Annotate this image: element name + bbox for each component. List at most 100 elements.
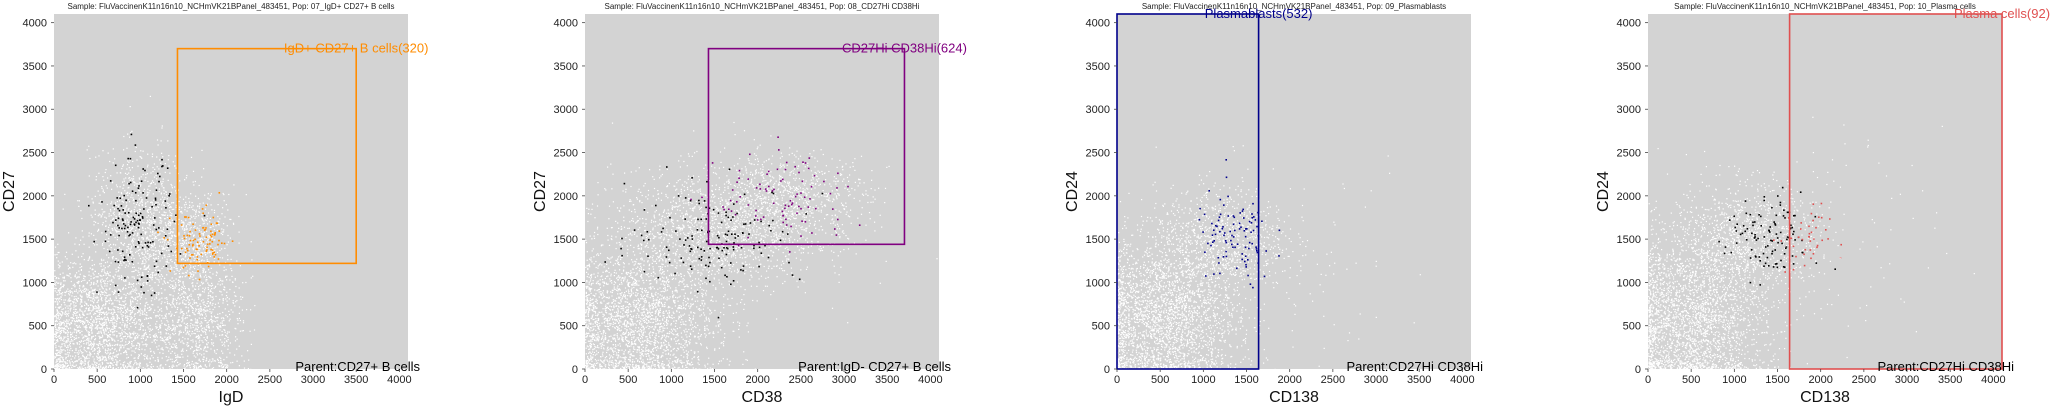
- data-point: [118, 349, 121, 351]
- data-point: [139, 295, 141, 297]
- data-point: [148, 227, 150, 229]
- data-point: [106, 203, 108, 206]
- data-point: [211, 358, 213, 360]
- data-point: [126, 348, 128, 350]
- data-point: [82, 279, 84, 282]
- data-point: [142, 257, 144, 259]
- data-point: [194, 322, 196, 324]
- data-point: [118, 278, 120, 280]
- data-point: [82, 289, 84, 292]
- data-point: [87, 296, 89, 298]
- data-point: [109, 234, 112, 236]
- data-point: [198, 247, 200, 249]
- data-point: [90, 367, 92, 369]
- data-point: [213, 251, 215, 254]
- data-point: [169, 259, 171, 261]
- data-point: [104, 211, 106, 213]
- data-point: [216, 246, 218, 248]
- data-point: [174, 273, 176, 275]
- data-point: [214, 233, 216, 235]
- data-point: [225, 335, 228, 337]
- data-point: [75, 299, 77, 301]
- data-point: [147, 367, 149, 369]
- data-point: [62, 358, 64, 360]
- data-point: [87, 334, 90, 336]
- data-point: [187, 301, 189, 303]
- data-point: [131, 350, 133, 352]
- data-point: [138, 342, 140, 344]
- data-point: [129, 320, 131, 322]
- data-point: [178, 324, 180, 326]
- data-point: [130, 296, 132, 298]
- data-point: [101, 278, 103, 280]
- data-point: [94, 299, 96, 301]
- data-point: [186, 270, 188, 272]
- data-point: [151, 363, 153, 365]
- data-point: [174, 242, 176, 244]
- data-point: [196, 256, 199, 258]
- data-point: [147, 180, 149, 182]
- data-point: [184, 276, 186, 278]
- data-point: [56, 291, 58, 293]
- data-point: [200, 305, 202, 307]
- data-point: [187, 355, 189, 357]
- data-point: [78, 319, 80, 321]
- data-point: [179, 288, 181, 290]
- data-point: [58, 354, 60, 356]
- data-point: [158, 191, 160, 193]
- data-point: [106, 313, 108, 315]
- data-point: [101, 318, 103, 320]
- data-point: [210, 245, 212, 247]
- data-point: [110, 280, 113, 282]
- data-point: [224, 247, 226, 249]
- data-point: [217, 258, 220, 260]
- data-point: [235, 301, 237, 303]
- data-point: [129, 160, 131, 162]
- data-point: [124, 323, 126, 325]
- data-point: [200, 300, 203, 302]
- data-point: [192, 279, 194, 281]
- data-point: [122, 288, 124, 290]
- data-point: [83, 277, 85, 279]
- data-point: [199, 205, 201, 207]
- data-point: [145, 233, 147, 235]
- data-point: [67, 339, 69, 341]
- data-point: [132, 263, 134, 265]
- data-point: [74, 329, 76, 331]
- data-point: [168, 221, 170, 223]
- data-point: [162, 202, 164, 204]
- data-point: [107, 266, 109, 268]
- data-point: [134, 222, 136, 224]
- data-point: [67, 335, 69, 338]
- data-point: [122, 364, 124, 366]
- data-point: [140, 216, 142, 218]
- data-point: [98, 332, 100, 334]
- data-point: [169, 348, 171, 350]
- data-point: [69, 267, 71, 269]
- data-point: [110, 249, 112, 251]
- data-point: [152, 181, 155, 183]
- data-point: [113, 291, 115, 293]
- data-point: [195, 272, 197, 274]
- data-point: [91, 268, 94, 270]
- data-point: [148, 238, 150, 241]
- data-point: [206, 203, 208, 205]
- data-point: [135, 313, 137, 315]
- data-point: [93, 358, 95, 360]
- data-point: [91, 328, 93, 330]
- data-point: [124, 224, 127, 227]
- data-point: [128, 315, 130, 317]
- data-point: [199, 255, 201, 257]
- data-point: [130, 221, 132, 223]
- data-point: [211, 311, 213, 313]
- data-point: [187, 207, 189, 209]
- data-point: [56, 309, 58, 311]
- data-point: [135, 269, 137, 271]
- data-point: [84, 279, 86, 281]
- data-point: [140, 184, 142, 186]
- data-point: [128, 282, 130, 284]
- data-point: [125, 205, 127, 207]
- data-point: [170, 221, 172, 223]
- data-point: [173, 327, 175, 329]
- data-point: [131, 240, 133, 242]
